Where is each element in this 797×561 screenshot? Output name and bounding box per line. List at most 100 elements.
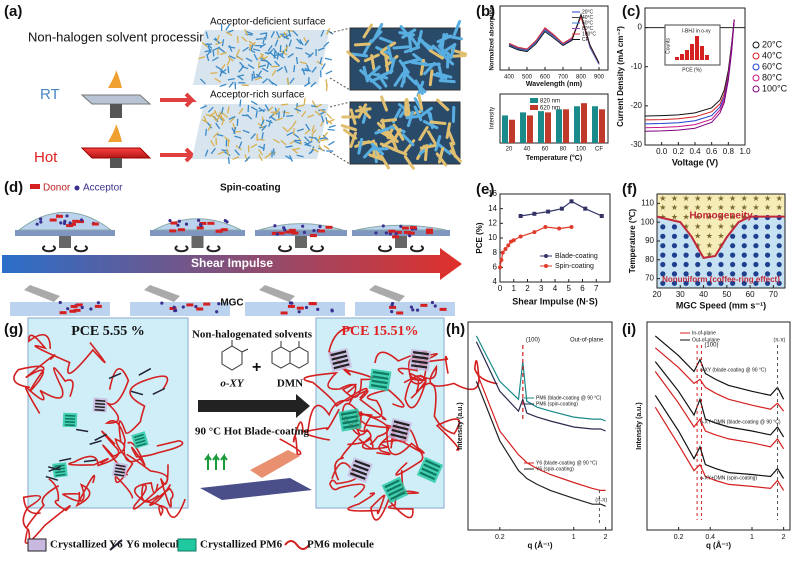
dmn: DMN xyxy=(277,378,303,390)
donor xyxy=(91,222,99,226)
fiber xyxy=(241,36,248,42)
rotation xyxy=(378,245,424,253)
fiber xyxy=(260,59,268,62)
donor xyxy=(196,226,204,230)
series-line xyxy=(508,15,600,64)
fiber xyxy=(268,78,274,85)
legend-label: 60°C xyxy=(582,20,594,26)
fiber xyxy=(438,79,456,84)
acceptor xyxy=(79,218,84,222)
fiber xyxy=(220,106,224,115)
plot-frame xyxy=(646,321,791,531)
fiber xyxy=(286,131,294,137)
stripe xyxy=(64,424,75,427)
fiber xyxy=(219,111,223,119)
fiber xyxy=(235,55,243,60)
y-tick-label: -30 xyxy=(630,140,642,149)
bar xyxy=(563,109,569,143)
panel-a: (a) Non-halogen solvent processing RT Ho… xyxy=(4,3,468,170)
donor xyxy=(75,303,83,307)
crystal xyxy=(111,461,129,479)
fiber xyxy=(276,34,284,40)
fiber xyxy=(353,42,371,47)
stripe xyxy=(411,364,428,369)
peak-label: (π-π) xyxy=(595,497,607,503)
acceptor xyxy=(174,308,178,313)
region-label: Homogeneity xyxy=(689,211,753,222)
fiber xyxy=(362,23,373,39)
x-tick-label: 1 xyxy=(512,284,517,293)
acceptor xyxy=(390,303,394,307)
acceptor xyxy=(388,232,392,236)
fiber xyxy=(257,138,265,141)
x-tick-label: 400 xyxy=(504,75,515,81)
fiber xyxy=(233,130,241,133)
stripe xyxy=(133,433,144,439)
fiber xyxy=(218,115,225,122)
series-line xyxy=(654,347,785,412)
fiber xyxy=(259,43,266,49)
donor xyxy=(407,231,415,235)
fiber xyxy=(296,154,304,158)
data-point xyxy=(511,238,516,243)
mgc-blade xyxy=(369,285,405,302)
fiber xyxy=(318,137,327,140)
panel-label: (i) xyxy=(622,321,636,338)
y6-molecule xyxy=(59,457,72,462)
star: ★ xyxy=(752,194,759,203)
substrate xyxy=(200,478,312,500)
fiber xyxy=(264,104,270,111)
crystal xyxy=(368,368,392,392)
stripe xyxy=(65,414,76,417)
y-tick-label: 0 xyxy=(638,23,643,32)
fiber xyxy=(289,154,294,162)
dot xyxy=(695,252,701,258)
data-point xyxy=(532,230,537,235)
x-tick-label: 800 xyxy=(576,75,587,81)
fiber xyxy=(392,45,410,50)
acceptor xyxy=(184,222,189,226)
data-point xyxy=(569,225,574,229)
dot xyxy=(753,224,759,230)
dot xyxy=(730,280,736,286)
donor xyxy=(401,226,409,230)
star: ★ xyxy=(683,213,690,222)
donor xyxy=(439,307,447,311)
pm6-chain xyxy=(374,350,438,375)
legend-marker xyxy=(544,264,548,268)
fiber xyxy=(325,28,331,35)
stripe xyxy=(55,470,66,474)
fiber xyxy=(250,106,258,111)
legend-label: 80°C xyxy=(762,72,783,82)
dot xyxy=(683,252,689,258)
fiber xyxy=(312,147,319,153)
dot xyxy=(776,243,782,249)
note: Out-of-plane xyxy=(570,338,604,344)
fiber xyxy=(265,119,273,124)
stripe xyxy=(136,442,147,448)
fiber xyxy=(376,121,390,135)
stripe xyxy=(95,402,106,406)
acceptor xyxy=(59,221,63,225)
fiber xyxy=(293,65,296,73)
star: ★ xyxy=(706,250,713,259)
fiber xyxy=(244,156,251,163)
star: ★ xyxy=(717,194,724,203)
rotation xyxy=(278,245,324,253)
star: ★ xyxy=(717,222,724,231)
pm6-chain xyxy=(28,333,106,375)
fiber xyxy=(380,95,389,112)
donor xyxy=(49,218,57,222)
fiber xyxy=(219,83,227,88)
dot xyxy=(671,261,678,268)
fiber xyxy=(393,72,405,87)
fiber xyxy=(293,147,301,151)
mgc-blade xyxy=(144,285,180,302)
fiber xyxy=(408,35,413,53)
fiber xyxy=(314,110,321,117)
acceptor xyxy=(172,305,176,309)
mgc-plate xyxy=(10,302,110,316)
crystal xyxy=(92,397,108,413)
acceptor xyxy=(288,301,293,305)
